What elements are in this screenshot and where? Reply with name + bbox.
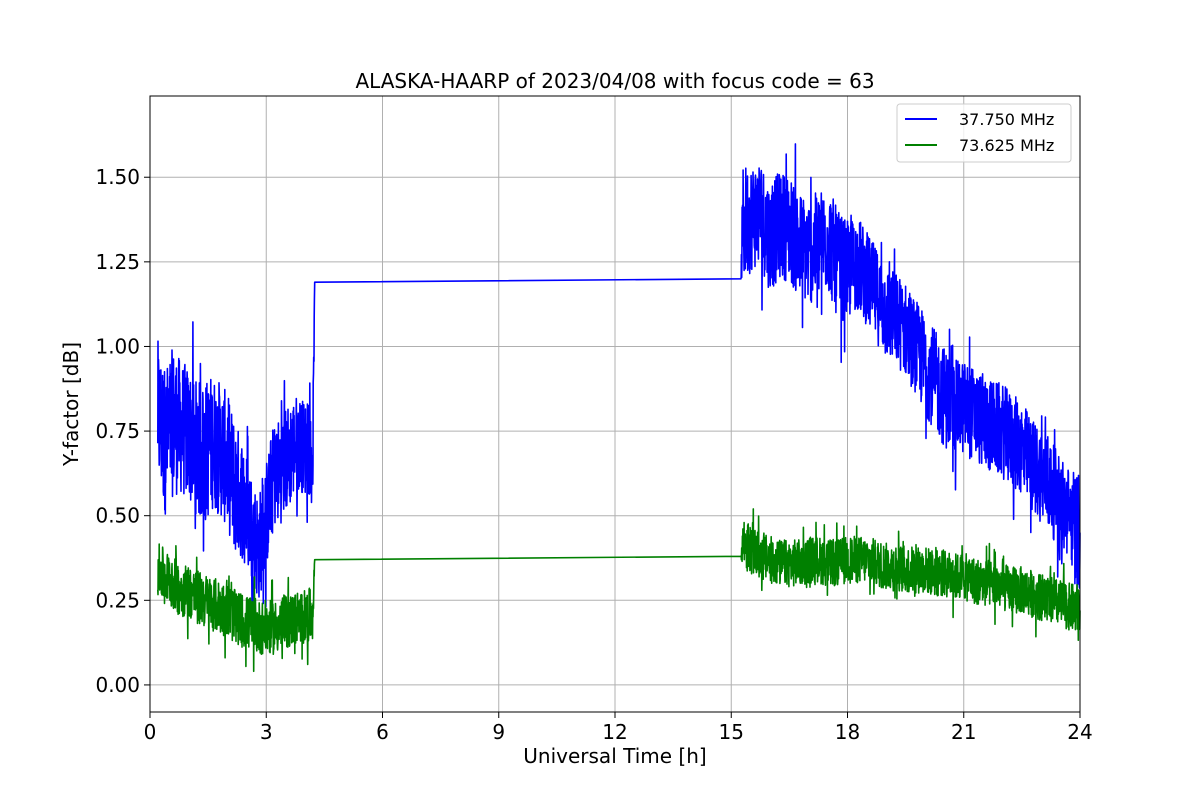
series-line-2 xyxy=(157,508,1081,673)
series-line-1 xyxy=(157,143,1081,615)
x-tick-label: 0 xyxy=(144,720,157,744)
x-axis-label: Universal Time [h] xyxy=(523,744,706,768)
chart-title: ALASKA-HAARP of 2023/04/08 with focus co… xyxy=(355,69,874,93)
y-tick-label: 1.00 xyxy=(95,334,140,358)
y-axis-label: Y-factor [dB] xyxy=(59,342,83,467)
y-tick-label: 0.00 xyxy=(95,673,140,697)
y-tick-label: 1.25 xyxy=(95,250,140,274)
y-tick-label: 0.25 xyxy=(95,588,140,612)
x-tick-label: 12 xyxy=(602,720,627,744)
legend-label-series-2: 73.625 MHz xyxy=(959,136,1054,155)
x-tick-label: 9 xyxy=(492,720,505,744)
y-tick-label: 1.50 xyxy=(95,165,140,189)
legend: 37.750 MHz 73.625 MHz xyxy=(896,103,1072,163)
x-tick-label: 24 xyxy=(1067,720,1092,744)
x-tick-label: 15 xyxy=(719,720,744,744)
x-tick-label: 3 xyxy=(260,720,273,744)
y-axis-ticks: 0.00 0.25 0.50 0.75 1.00 1.25 1.50 xyxy=(95,165,150,697)
legend-label-series-1: 37.750 MHz xyxy=(959,110,1054,129)
y-tick-label: 0.50 xyxy=(95,504,140,528)
x-tick-label: 6 xyxy=(376,720,389,744)
x-tick-label: 18 xyxy=(835,720,860,744)
x-axis-ticks: 0 3 6 9 12 15 18 21 24 xyxy=(144,712,1093,744)
x-tick-label: 21 xyxy=(951,720,976,744)
legend-box xyxy=(896,103,1072,163)
plot-area-data xyxy=(157,143,1081,673)
y-tick-label: 0.75 xyxy=(95,419,140,443)
